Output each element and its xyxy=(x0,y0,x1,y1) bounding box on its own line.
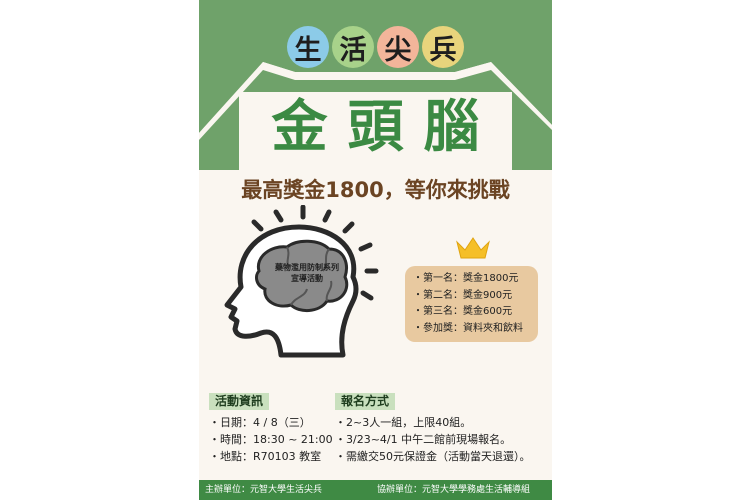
poster: 生 活 尖 兵 金頭腦 最高獎金1800，等你來挑戰 藥物濫用防制系列 宣導活動… xyxy=(199,0,552,500)
activity-info-list: ・日期：4 / 8（三） ・時間：18:30 ~ 21:00 ・地點：R7010… xyxy=(209,414,333,465)
prize-third: ・第三名：獎金600元 xyxy=(413,306,513,317)
registration-list: ・2~3人一組，上限40組。 ・3/23~4/1 中午二館前現場報名。 ・需繳交… xyxy=(335,414,531,465)
circle-2: 活 xyxy=(332,26,374,68)
prize-second: ・第二名：獎金900元 xyxy=(413,289,513,301)
activity-location: ・地點：R70103 教室 xyxy=(209,450,322,463)
activity-info-label: 活動資訊 xyxy=(209,393,270,410)
registration-period: ・3/23~4/1 中午二館前現場報名。 xyxy=(335,433,512,446)
brain-text: 藥物濫用防制系列 宣導活動 xyxy=(257,262,357,284)
registration-team: ・2~3人一組，上限40組。 xyxy=(335,416,472,429)
idea-rays xyxy=(251,205,379,301)
prize-box: ・第一名：獎金1800元 ・第二名：獎金900元 ・第三名：獎金600元 ・參加… xyxy=(405,266,538,342)
subtitle: 最高獎金1800，等你來挑戰 xyxy=(241,178,510,202)
footer-organizer: 主辦單位：元智大學生活尖兵 xyxy=(205,485,323,495)
activity-time: ・時間：18:30 ~ 21:00 xyxy=(209,433,333,446)
registration-label: 報名方式 xyxy=(335,393,396,410)
crown-icon xyxy=(456,237,490,259)
header-circles: 生 活 尖 兵 xyxy=(287,26,464,68)
head-illustration xyxy=(224,205,379,358)
background-shapes xyxy=(199,0,552,172)
main-title: 金頭腦 xyxy=(271,95,500,160)
footer-co-organizer: 協辦單位：元智大學學務處生活輔導組 xyxy=(377,485,531,495)
prize-participation: ・參加獎：資料夾和飲料 xyxy=(413,322,523,334)
brain-text-line-1: 藥物濫用防制系列 xyxy=(275,263,339,272)
circle-1: 生 xyxy=(287,26,329,68)
brain-icon xyxy=(255,239,349,312)
registration-deposit: ・需繳交50元保證金（活動當天退還）。 xyxy=(335,450,531,463)
circle-3: 尖 xyxy=(377,26,419,68)
brain-text-line-2: 宣導活動 xyxy=(291,274,323,283)
title-area xyxy=(239,92,512,172)
footer: 主辦單位：元智大學生活尖兵 協辦單位：元智大學學務處生活輔導組 xyxy=(199,480,552,500)
activity-date: ・日期：4 / 8（三） xyxy=(209,416,311,429)
prize-first: ・第一名：獎金1800元 xyxy=(413,273,519,284)
circle-4: 兵 xyxy=(422,26,464,68)
